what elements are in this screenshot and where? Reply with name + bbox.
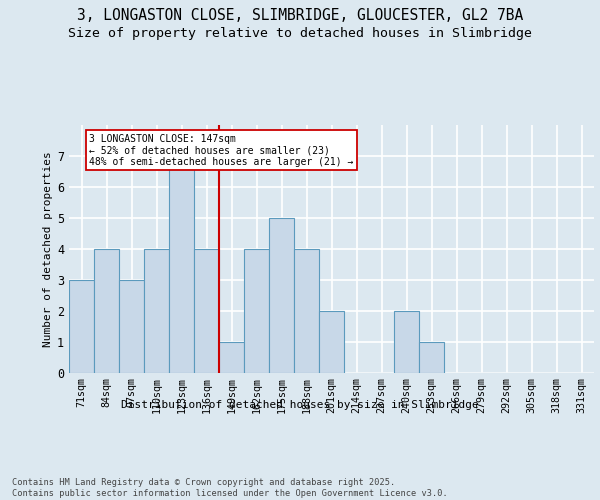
- Text: 3 LONGASTON CLOSE: 147sqm
← 52% of detached houses are smaller (23)
48% of semi-: 3 LONGASTON CLOSE: 147sqm ← 52% of detac…: [89, 134, 353, 167]
- Bar: [144, 248, 169, 372]
- Bar: [119, 280, 144, 372]
- Bar: [244, 248, 269, 372]
- Bar: [169, 156, 194, 372]
- Bar: [419, 342, 444, 372]
- Bar: [219, 342, 244, 372]
- Bar: [94, 248, 119, 372]
- Bar: [69, 280, 94, 372]
- Text: 3, LONGASTON CLOSE, SLIMBRIDGE, GLOUCESTER, GL2 7BA: 3, LONGASTON CLOSE, SLIMBRIDGE, GLOUCEST…: [77, 8, 523, 22]
- Bar: [269, 218, 294, 372]
- Text: Size of property relative to detached houses in Slimbridge: Size of property relative to detached ho…: [68, 28, 532, 40]
- Y-axis label: Number of detached properties: Number of detached properties: [43, 151, 53, 346]
- Bar: [394, 310, 419, 372]
- Bar: [194, 248, 219, 372]
- Text: Contains HM Land Registry data © Crown copyright and database right 2025.
Contai: Contains HM Land Registry data © Crown c…: [12, 478, 448, 498]
- Bar: [319, 310, 344, 372]
- Text: Distribution of detached houses by size in Slimbridge: Distribution of detached houses by size …: [121, 400, 479, 410]
- Bar: [294, 248, 319, 372]
